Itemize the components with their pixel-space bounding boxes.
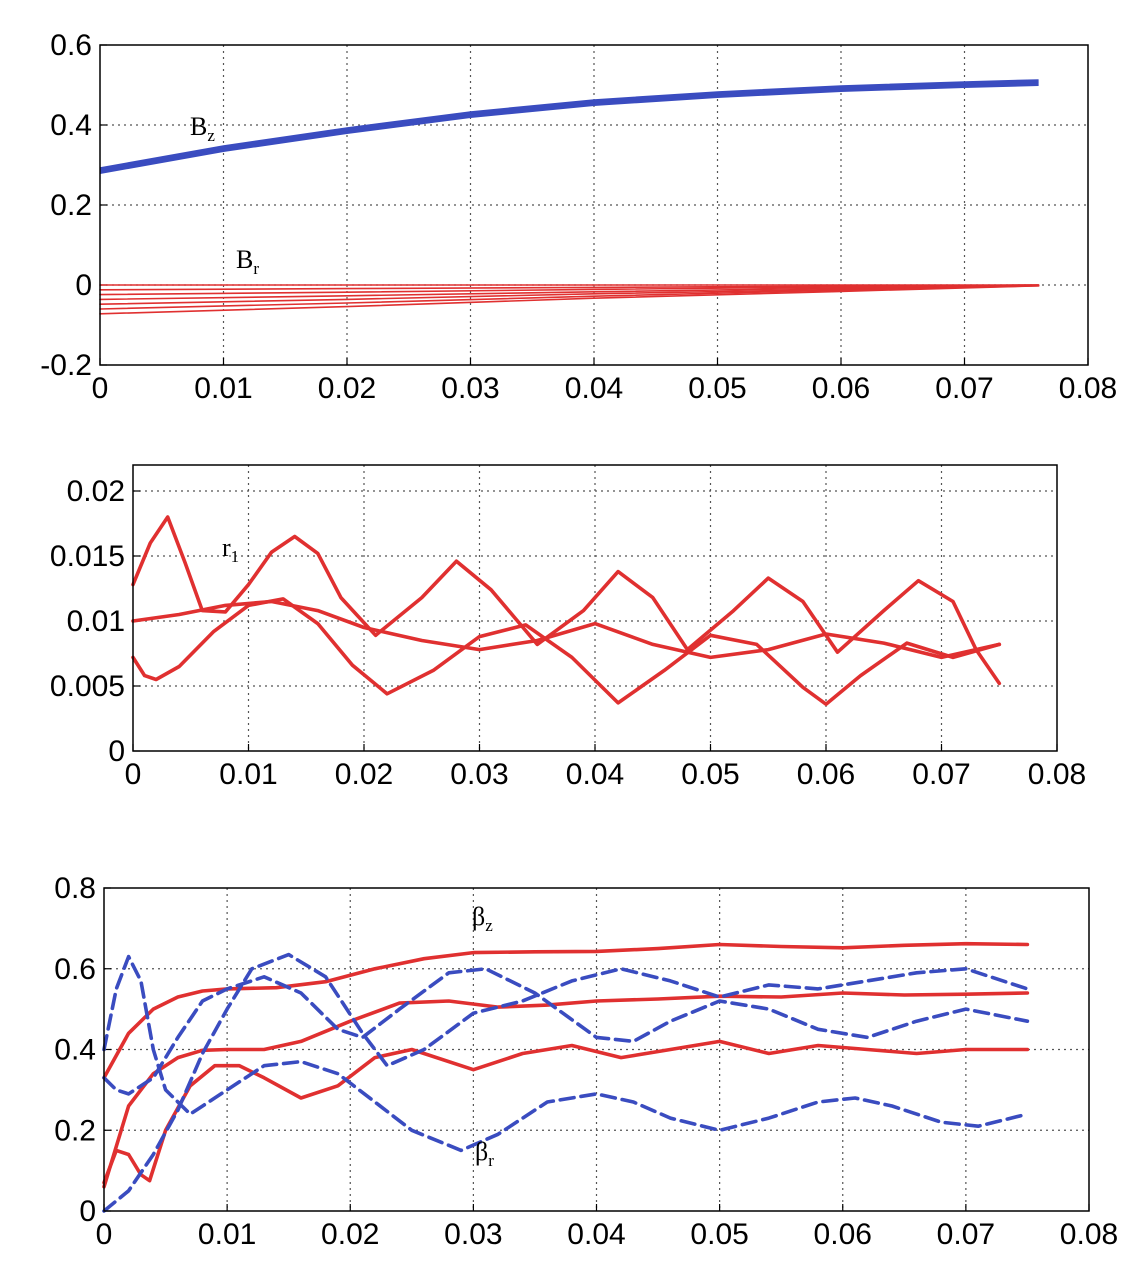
x-tick-label: 0 [92, 372, 109, 405]
y-tick-label: 0.01 [67, 605, 125, 638]
plot-frame [132, 464, 1058, 752]
x-tick-label: 0.08 [1060, 1218, 1118, 1251]
x-tick-label: 0.04 [566, 758, 624, 791]
y-tick-label: 0.2 [50, 189, 92, 222]
x-tick-label: 0.08 [1028, 758, 1086, 791]
x-tick-label: 0.05 [690, 1218, 748, 1251]
x-tick-label: 0.06 [812, 372, 870, 405]
panel-magnetic-field: 0 0.01 0.02 0.03 0.04 0.05 0.06 0.07 0.08-0.200.… [40, 29, 1117, 405]
x-tick-label: 0.07 [937, 1218, 995, 1251]
series-line [99, 284, 1040, 296]
x-tick-label: 0.07 [935, 372, 993, 405]
y-tick-label: 0.6 [54, 953, 96, 986]
y-tick-label: 0.02 [67, 475, 125, 508]
x-tick-label: 0.07 [912, 758, 970, 791]
y-tick-label: 0 [75, 269, 92, 302]
x-tick-label: 0.03 [441, 372, 499, 405]
y-tick-label: 0 [108, 735, 125, 768]
x-tick-label: 0.04 [565, 372, 623, 405]
y-tick-label: 0.015 [50, 540, 125, 573]
series-line [99, 79, 1039, 170]
x-tick-label: 0.04 [567, 1218, 625, 1251]
curve-label: βz [472, 902, 493, 935]
series-line [99, 285, 1040, 315]
y-tick-label: 0.4 [54, 1034, 96, 1067]
series-line [99, 82, 1039, 173]
series-line [131, 599, 1002, 660]
series-line [102, 1039, 1030, 1185]
curve-label: Br [236, 245, 259, 278]
series-line [102, 991, 1030, 1189]
panel-beta: 0 0.01 0.02 0.03 0.04 0.05 0.06 0.07 0.08 0 0.2 0.4… [54, 872, 1118, 1251]
panel-r1: 0 0.01 0.02 0.03 0.04 0.05 0.06 0.07 0.08 0 0.005 0… [50, 464, 1086, 791]
curve-label: r1 [222, 533, 239, 566]
series-line [102, 967, 1030, 1096]
x-tick-label: 0.03 [450, 758, 508, 791]
y-tick-label: 0.6 [50, 29, 92, 62]
series-line [99, 80, 1039, 171]
series-line [102, 954, 1030, 1153]
x-tick-label: 0.02 [318, 372, 376, 405]
x-tick-label: 0.02 [335, 758, 393, 791]
y-tick-label: 0.005 [50, 670, 125, 703]
y-tick-label: 0 [79, 1195, 96, 1228]
x-tick-label: 0 [96, 1218, 113, 1251]
x-tick-label: 0 [125, 758, 142, 791]
x-tick-label: 0.01 [198, 1218, 256, 1251]
series-line [131, 515, 1002, 686]
x-tick-label: 0.03 [444, 1218, 502, 1251]
x-tick-label: 0.02 [321, 1218, 379, 1251]
y-tick-label: 0.8 [54, 872, 96, 905]
x-tick-label: 0.01 [194, 372, 252, 405]
plot-frame [99, 44, 1089, 366]
x-tick-label: 0.05 [688, 372, 746, 405]
x-tick-label: 0.08 [1059, 372, 1117, 405]
x-tick-label: 0.01 [219, 758, 277, 791]
x-tick-label: 0.06 [797, 758, 855, 791]
x-tick-label: 0.06 [814, 1218, 872, 1251]
x-tick-label: 0.05 [681, 758, 739, 791]
y-tick-label: 0.2 [54, 1114, 96, 1147]
curve-label: Bz [190, 112, 215, 145]
series-line [102, 952, 1030, 1213]
series-line [131, 597, 1002, 706]
series-line [99, 84, 1039, 174]
curve-label: βr [475, 1137, 494, 1170]
y-tick-label: 0.4 [50, 109, 92, 142]
series-line [102, 941, 1030, 1080]
y-tick-label: -0.2 [40, 349, 92, 382]
plot-frame [103, 887, 1090, 1212]
